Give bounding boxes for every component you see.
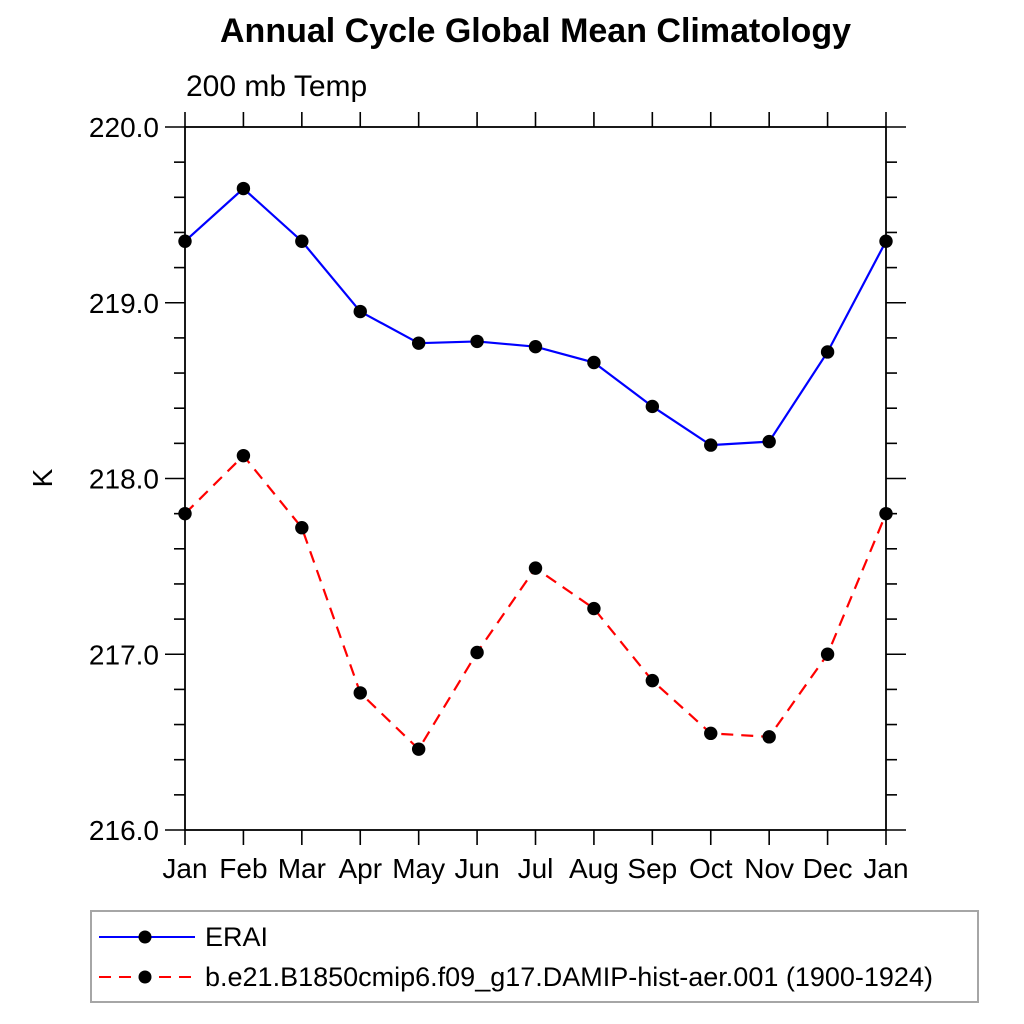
x-tick-label: Sep	[627, 853, 677, 884]
data-point	[470, 645, 484, 660]
series-line-0	[184, 187, 887, 447]
legend-line-sample-solid	[99, 930, 195, 944]
chart-subtitle: 200 mb Temp	[186, 70, 368, 103]
data-point	[353, 686, 367, 700]
x-tick-label: Feb	[219, 853, 267, 884]
data-point	[178, 506, 192, 521]
y-tick-label: 217.0	[89, 639, 159, 670]
data-point	[178, 234, 192, 248]
legend-box: ERAI b.e21.B1850cmip6.f09_g17.DAMIP-hist…	[90, 910, 979, 1003]
y-tick-label: 219.0	[89, 288, 159, 319]
series-line-1	[184, 454, 888, 751]
data-point	[645, 399, 660, 414]
data-point	[295, 521, 309, 535]
x-tick-label: Jun	[455, 853, 500, 884]
x-tick-label: Dec	[803, 853, 853, 884]
x-tick-label: Nov	[744, 853, 794, 884]
data-point	[411, 336, 426, 350]
legend-row-erai: ERAI	[92, 917, 977, 957]
x-tick-label: May	[392, 853, 445, 884]
legend-marker-icon	[138, 970, 152, 984]
legend-row-model: b.e21.B1850cmip6.f09_g17.DAMIP-hist-aer.…	[92, 957, 977, 997]
data-point	[820, 345, 835, 359]
x-tick-label: Jan	[162, 853, 207, 884]
y-tick-label: 216.0	[89, 815, 159, 846]
data-point	[879, 506, 893, 521]
x-tick-label: Jan	[863, 853, 908, 884]
data-point	[704, 438, 718, 452]
x-tick-label: Apr	[338, 853, 382, 884]
x-tick-label: Oct	[689, 853, 733, 884]
data-point	[704, 726, 718, 741]
y-axis-unit-label: K	[27, 468, 58, 487]
x-tick-label: Mar	[278, 853, 326, 884]
data-point	[762, 434, 776, 449]
data-point	[879, 234, 893, 248]
data-point	[411, 742, 426, 756]
data-point	[762, 730, 776, 744]
data-point	[295, 234, 309, 248]
data-point	[820, 647, 835, 661]
y-tick-label: 218.0	[89, 464, 159, 495]
data-point	[236, 181, 251, 196]
data-point	[528, 561, 543, 575]
data-point	[587, 601, 601, 616]
legend-label-model: b.e21.B1850cmip6.f09_g17.DAMIP-hist-aer.…	[205, 961, 933, 992]
axis-frame	[184, 126, 887, 831]
x-tick-label: Jul	[518, 853, 554, 884]
data-point	[236, 448, 251, 463]
data-point	[353, 304, 367, 319]
legend-marker-icon	[138, 930, 152, 944]
legend-line-sample-dashed	[99, 970, 195, 984]
data-point	[528, 339, 543, 354]
legend-label-erai: ERAI	[205, 921, 269, 952]
x-tick-label: Aug	[569, 853, 619, 884]
data-point	[587, 355, 601, 370]
data-point	[645, 673, 660, 688]
chart-title: Annual Cycle Global Mean Climatology	[220, 12, 851, 50]
y-tick-label: 220.0	[89, 112, 159, 143]
data-point	[470, 334, 484, 349]
